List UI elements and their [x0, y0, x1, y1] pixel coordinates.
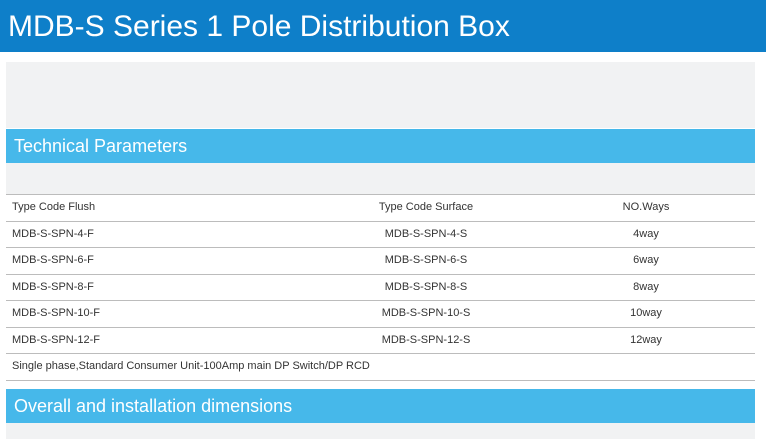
header-no-ways: NO.Ways	[622, 201, 670, 213]
header-type-code-surface: Type Code Surface	[378, 201, 474, 213]
table-row: MDB-S-SPN-4-F MDB-S-SPN-4-S 4way	[6, 220, 755, 248]
cell-surface: MDB-S-SPN-12-S	[381, 333, 471, 346]
cell-ways: 4way	[633, 227, 659, 240]
table-note-row: Single phase,Standard Consumer Unit-100A…	[6, 353, 755, 381]
cell-surface: MDB-S-SPN-4-S	[384, 227, 468, 240]
table-note: Single phase,Standard Consumer Unit-100A…	[12, 360, 370, 372]
image-placeholder-panel	[6, 62, 755, 128]
cell-ways: 10way	[630, 307, 662, 319]
parameters-table: Type Code Flush Type Code Surface NO.Way…	[6, 194, 755, 381]
page-title: MDB-S Series 1 Pole Distribution Box	[8, 10, 510, 43]
dimensions-panel	[6, 423, 755, 439]
cell-flush: MDB-S-SPN-4-F	[12, 227, 94, 240]
cell-surface: MDB-S-SPN-8-S	[384, 280, 468, 293]
title-bar: MDB-S Series 1 Pole Distribution Box	[0, 0, 766, 52]
table-row: MDB-S-SPN-8-F MDB-S-SPN-8-S 8way	[6, 273, 755, 301]
table-row: MDB-S-SPN-10-F MDB-S-SPN-10-S 10way	[6, 300, 755, 327]
cell-flush: MDB-S-SPN-6-F	[12, 254, 94, 266]
cell-surface: MDB-S-SPN-10-S	[381, 307, 471, 319]
section-title-dimensions: Overall and installation dimensions	[14, 396, 293, 416]
cell-flush: MDB-S-SPN-10-F	[12, 307, 101, 319]
table-row: MDB-S-SPN-6-F MDB-S-SPN-6-S 6way	[6, 247, 755, 274]
cell-surface: MDB-S-SPN-6-S	[384, 254, 468, 266]
section-header-technical: Technical Parameters	[6, 129, 755, 163]
section-title-technical: Technical Parameters	[14, 136, 188, 156]
cell-ways: 8way	[633, 280, 659, 293]
cell-flush: MDB-S-SPN-8-F	[12, 280, 94, 293]
section-header-dimensions: Overall and installation dimensions	[6, 389, 755, 423]
cell-ways: 6way	[633, 254, 659, 266]
header-type-code-flush: Type Code Flush	[12, 201, 96, 213]
table-spacer	[6, 163, 755, 194]
cell-flush: MDB-S-SPN-12-F	[12, 333, 101, 346]
cell-ways: 12way	[630, 333, 662, 346]
table-header-row: Type Code Flush Type Code Surface NO.Way…	[6, 194, 755, 221]
table-row: MDB-S-SPN-12-F MDB-S-SPN-12-S 12way	[6, 326, 755, 354]
